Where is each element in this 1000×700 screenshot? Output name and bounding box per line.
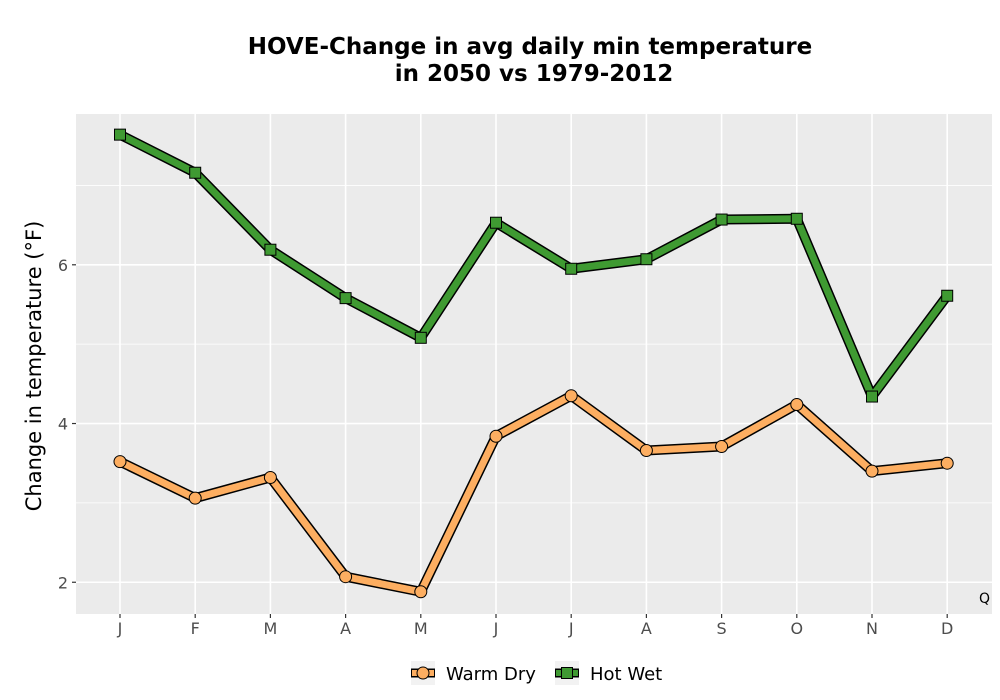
legend-key-marker bbox=[416, 666, 430, 680]
x-tick-label: J bbox=[493, 619, 499, 638]
series-warm-dry bbox=[113, 389, 954, 599]
legend-label: Warm Dry bbox=[446, 664, 536, 685]
legend-item: Warm Dry bbox=[411, 661, 536, 685]
data-point bbox=[565, 262, 578, 275]
data-point bbox=[263, 470, 277, 484]
data-point bbox=[339, 292, 352, 305]
x-tick-label: S bbox=[717, 619, 727, 638]
data-point bbox=[114, 128, 126, 141]
data-point bbox=[790, 212, 803, 225]
y-axis: 2 4 6 bbox=[58, 256, 76, 592]
data-point bbox=[490, 216, 502, 229]
x-tick-label: O bbox=[791, 619, 804, 638]
data-point bbox=[866, 390, 878, 403]
series-line bbox=[116, 131, 951, 401]
data-point bbox=[940, 456, 954, 470]
series-layer bbox=[113, 128, 954, 599]
plot-panel bbox=[76, 114, 992, 614]
data-point bbox=[188, 491, 202, 505]
x-tick-label: M bbox=[414, 619, 428, 638]
data-point bbox=[715, 440, 729, 454]
legend: Warm Dry Hot Wet bbox=[411, 661, 662, 685]
data-point bbox=[564, 389, 578, 403]
chart-title-line-2: in 2050 vs 1979-2012 bbox=[395, 61, 674, 87]
data-point bbox=[640, 253, 653, 266]
minor-gridlines bbox=[76, 185, 992, 504]
y-tick-label: 2 bbox=[58, 573, 68, 592]
x-tick-label: M bbox=[263, 619, 277, 638]
legend-label: Hot Wet bbox=[590, 664, 662, 685]
x-tick-label: A bbox=[340, 619, 351, 638]
data-point bbox=[865, 464, 879, 478]
data-point bbox=[639, 444, 653, 458]
data-point bbox=[790, 397, 804, 411]
data-point bbox=[339, 570, 353, 584]
data-point bbox=[264, 243, 277, 256]
data-point bbox=[113, 455, 127, 469]
data-point bbox=[414, 331, 427, 344]
chart-title: HOVE-Change in avg daily min temperature… bbox=[248, 34, 813, 87]
series-hot-wet bbox=[114, 128, 954, 403]
x-tick-label: A bbox=[641, 619, 652, 638]
corner-annotation: Q bbox=[979, 591, 990, 607]
chart-title-line-1: HOVE-Change in avg daily min temperature bbox=[248, 34, 813, 60]
data-point bbox=[414, 585, 428, 599]
series-line bbox=[116, 392, 951, 596]
data-point bbox=[489, 429, 503, 443]
legend-item: Hot Wet bbox=[555, 661, 662, 685]
x-tick-label: F bbox=[191, 619, 200, 638]
x-tick-label: N bbox=[866, 619, 878, 638]
y-tick-label: 6 bbox=[58, 256, 68, 275]
y-axis-title: Change in temperature (°F) bbox=[22, 221, 46, 512]
x-tick-label: J bbox=[117, 619, 123, 638]
x-tick-label: D bbox=[941, 619, 953, 638]
legend-key-marker bbox=[561, 667, 573, 679]
data-point bbox=[189, 166, 202, 179]
major-gridlines bbox=[76, 114, 992, 614]
data-point bbox=[715, 213, 728, 226]
x-tick-label: J bbox=[568, 619, 574, 638]
y-tick-label: 4 bbox=[58, 415, 68, 434]
data-point bbox=[941, 289, 954, 302]
